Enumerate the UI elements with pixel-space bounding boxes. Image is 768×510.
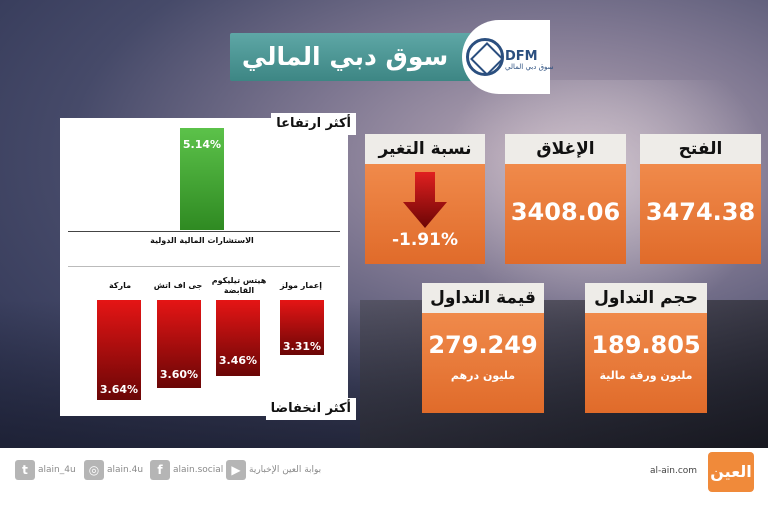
youtube-link[interactable]: ▶ بوابة العين الإخبارية (226, 460, 321, 480)
trade-value-body: 279.249 مليون درهم (422, 313, 544, 413)
page-title: سوق دبي المالي (241, 42, 449, 71)
trade-value-card: قيمة التداول 279.249 مليون درهم (422, 283, 544, 413)
change-value: -1.91% (391, 230, 459, 250)
trade-volume-label: حجم التداول (585, 283, 707, 313)
trade-volume-unit: مليون ورقة مالية (599, 369, 693, 382)
change-label: نسبة التغير (365, 134, 485, 164)
dfm-emblem-icon (466, 38, 504, 76)
down-arrow-icon (403, 172, 447, 228)
trade-value-unit: مليون درهم (450, 369, 516, 382)
close-card: الإغلاق 3408.06 (505, 134, 626, 264)
gainer-bar (180, 128, 224, 230)
twitter-handle: alain_4u (38, 465, 76, 475)
loser-name-2: جى اف اتش (153, 281, 203, 290)
trade-value-label: قيمة التداول (422, 283, 544, 313)
loser-bar-3 (216, 300, 260, 376)
loser-bar-4 (280, 300, 324, 355)
trade-volume-body: 189.805 مليون ورقة مالية (585, 313, 707, 413)
trade-volume-card: حجم التداول 189.805 مليون ورقة مالية (585, 283, 707, 413)
instagram-icon: ◎ (84, 460, 104, 480)
close-value: 3408.06 (510, 198, 621, 226)
trade-value-number: 279.249 (428, 331, 538, 359)
open-card: الفتح 3474.38 (640, 134, 761, 264)
loser-bar-2 (157, 300, 201, 388)
open-label: الفتح (640, 134, 761, 164)
loser-bar-1 (97, 300, 141, 400)
close-body: 3408.06 (505, 164, 626, 264)
loser-name-3: هيتس تيليكوم القابضة (211, 276, 267, 295)
gainer-name: الاستشارات المالية الدولية (150, 236, 254, 245)
facebook-icon: f (150, 460, 170, 480)
loser-value-1: 3.64% (99, 383, 139, 396)
youtube-handle: بوابة العين الإخبارية (249, 465, 322, 475)
instagram-handle: alain.4u (107, 465, 144, 475)
twitter-link[interactable]: t alain_4u (15, 460, 76, 480)
loser-value-3: 3.46% (218, 354, 258, 367)
top-losers-label: أكثر انخفاضا (265, 398, 356, 420)
youtube-icon: ▶ (226, 460, 246, 480)
facebook-link[interactable]: f alain.social (150, 460, 223, 480)
site-url[interactable]: al-ain.com (650, 466, 698, 476)
loser-name-4: إعمار مولز (280, 281, 322, 290)
footer (0, 448, 768, 510)
twitter-icon: t (15, 460, 35, 480)
open-value: 3474.38 (645, 198, 756, 226)
top-gainers-label: أكثر ارتفاعا (271, 113, 356, 135)
dfm-logo-subtext: سوق دبي المالي (505, 63, 554, 71)
loser-name-1: ماركة (108, 281, 132, 290)
dfm-logo-text: DFM (505, 49, 538, 64)
open-body: 3474.38 (640, 164, 761, 264)
close-label: الإغلاق (505, 134, 626, 164)
gainer-value: 5.14% (182, 138, 222, 151)
movers-panel: أكثر ارتفاعا 5.14% الاستشارات المالية ال… (60, 113, 356, 420)
loser-value-2: 3.60% (159, 368, 199, 381)
facebook-handle: alain.social (173, 465, 224, 475)
instagram-link[interactable]: ◎ alain.4u (84, 460, 143, 480)
loser-value-4: 3.31% (282, 340, 322, 353)
alain-logo: العين (708, 452, 754, 492)
divider (68, 266, 340, 267)
change-body: -1.91% (365, 164, 485, 264)
change-card: نسبة التغير -1.91% (365, 134, 485, 264)
gainer-baseline (68, 231, 340, 232)
trade-volume-number: 189.805 (591, 331, 701, 359)
